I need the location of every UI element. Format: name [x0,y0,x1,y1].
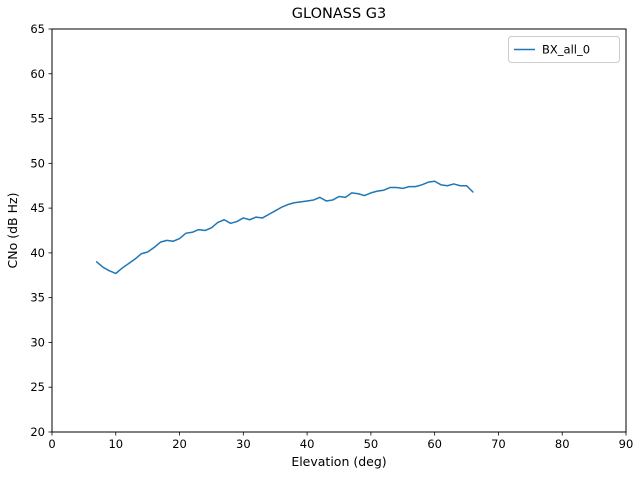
legend: BX_all_0 [508,36,620,63]
legend-box [508,36,620,63]
plot-line [95,180,474,275]
y-tick-label: 35 [30,291,45,305]
y-tick-label: 50 [30,156,45,170]
y-tick-label: 20 [30,425,45,439]
y-tick-label: 30 [30,335,45,349]
chart-title: GLONASS G3 [292,6,386,22]
y-tick-label: 25 [30,380,45,394]
y-tick-label: 65 [30,22,45,36]
y-axis-label: CNo (dB Hz) [5,193,20,269]
x-tick-label: 80 [555,437,570,451]
x-tick-label: 90 [619,437,634,451]
x-tick-label: 60 [427,437,442,451]
y-tick-label: 60 [30,67,45,81]
axes-spines [51,28,627,433]
x-tick-label: 50 [364,437,379,451]
y-tick-label: 45 [30,201,45,215]
x-tick-label: 30 [236,437,251,451]
x-tick-label: 40 [300,437,315,451]
x-tick-label: 70 [491,437,506,451]
legend-label: BX_all_0 [542,43,590,57]
plot-area [52,29,626,432]
x-tick-label: 10 [108,437,123,451]
x-tick-label: 20 [172,437,187,451]
y-tick-label: 55 [30,112,45,126]
x-tick-label: 0 [48,437,55,451]
x-axis-label: Elevation (deg) [291,454,386,469]
y-tick-label: 40 [30,246,45,260]
plot-generated-layer: 0 10 20 30 40 50 60 70 80 90 20 25 30 35 40 45 50 55 60 65 [30,22,633,451]
